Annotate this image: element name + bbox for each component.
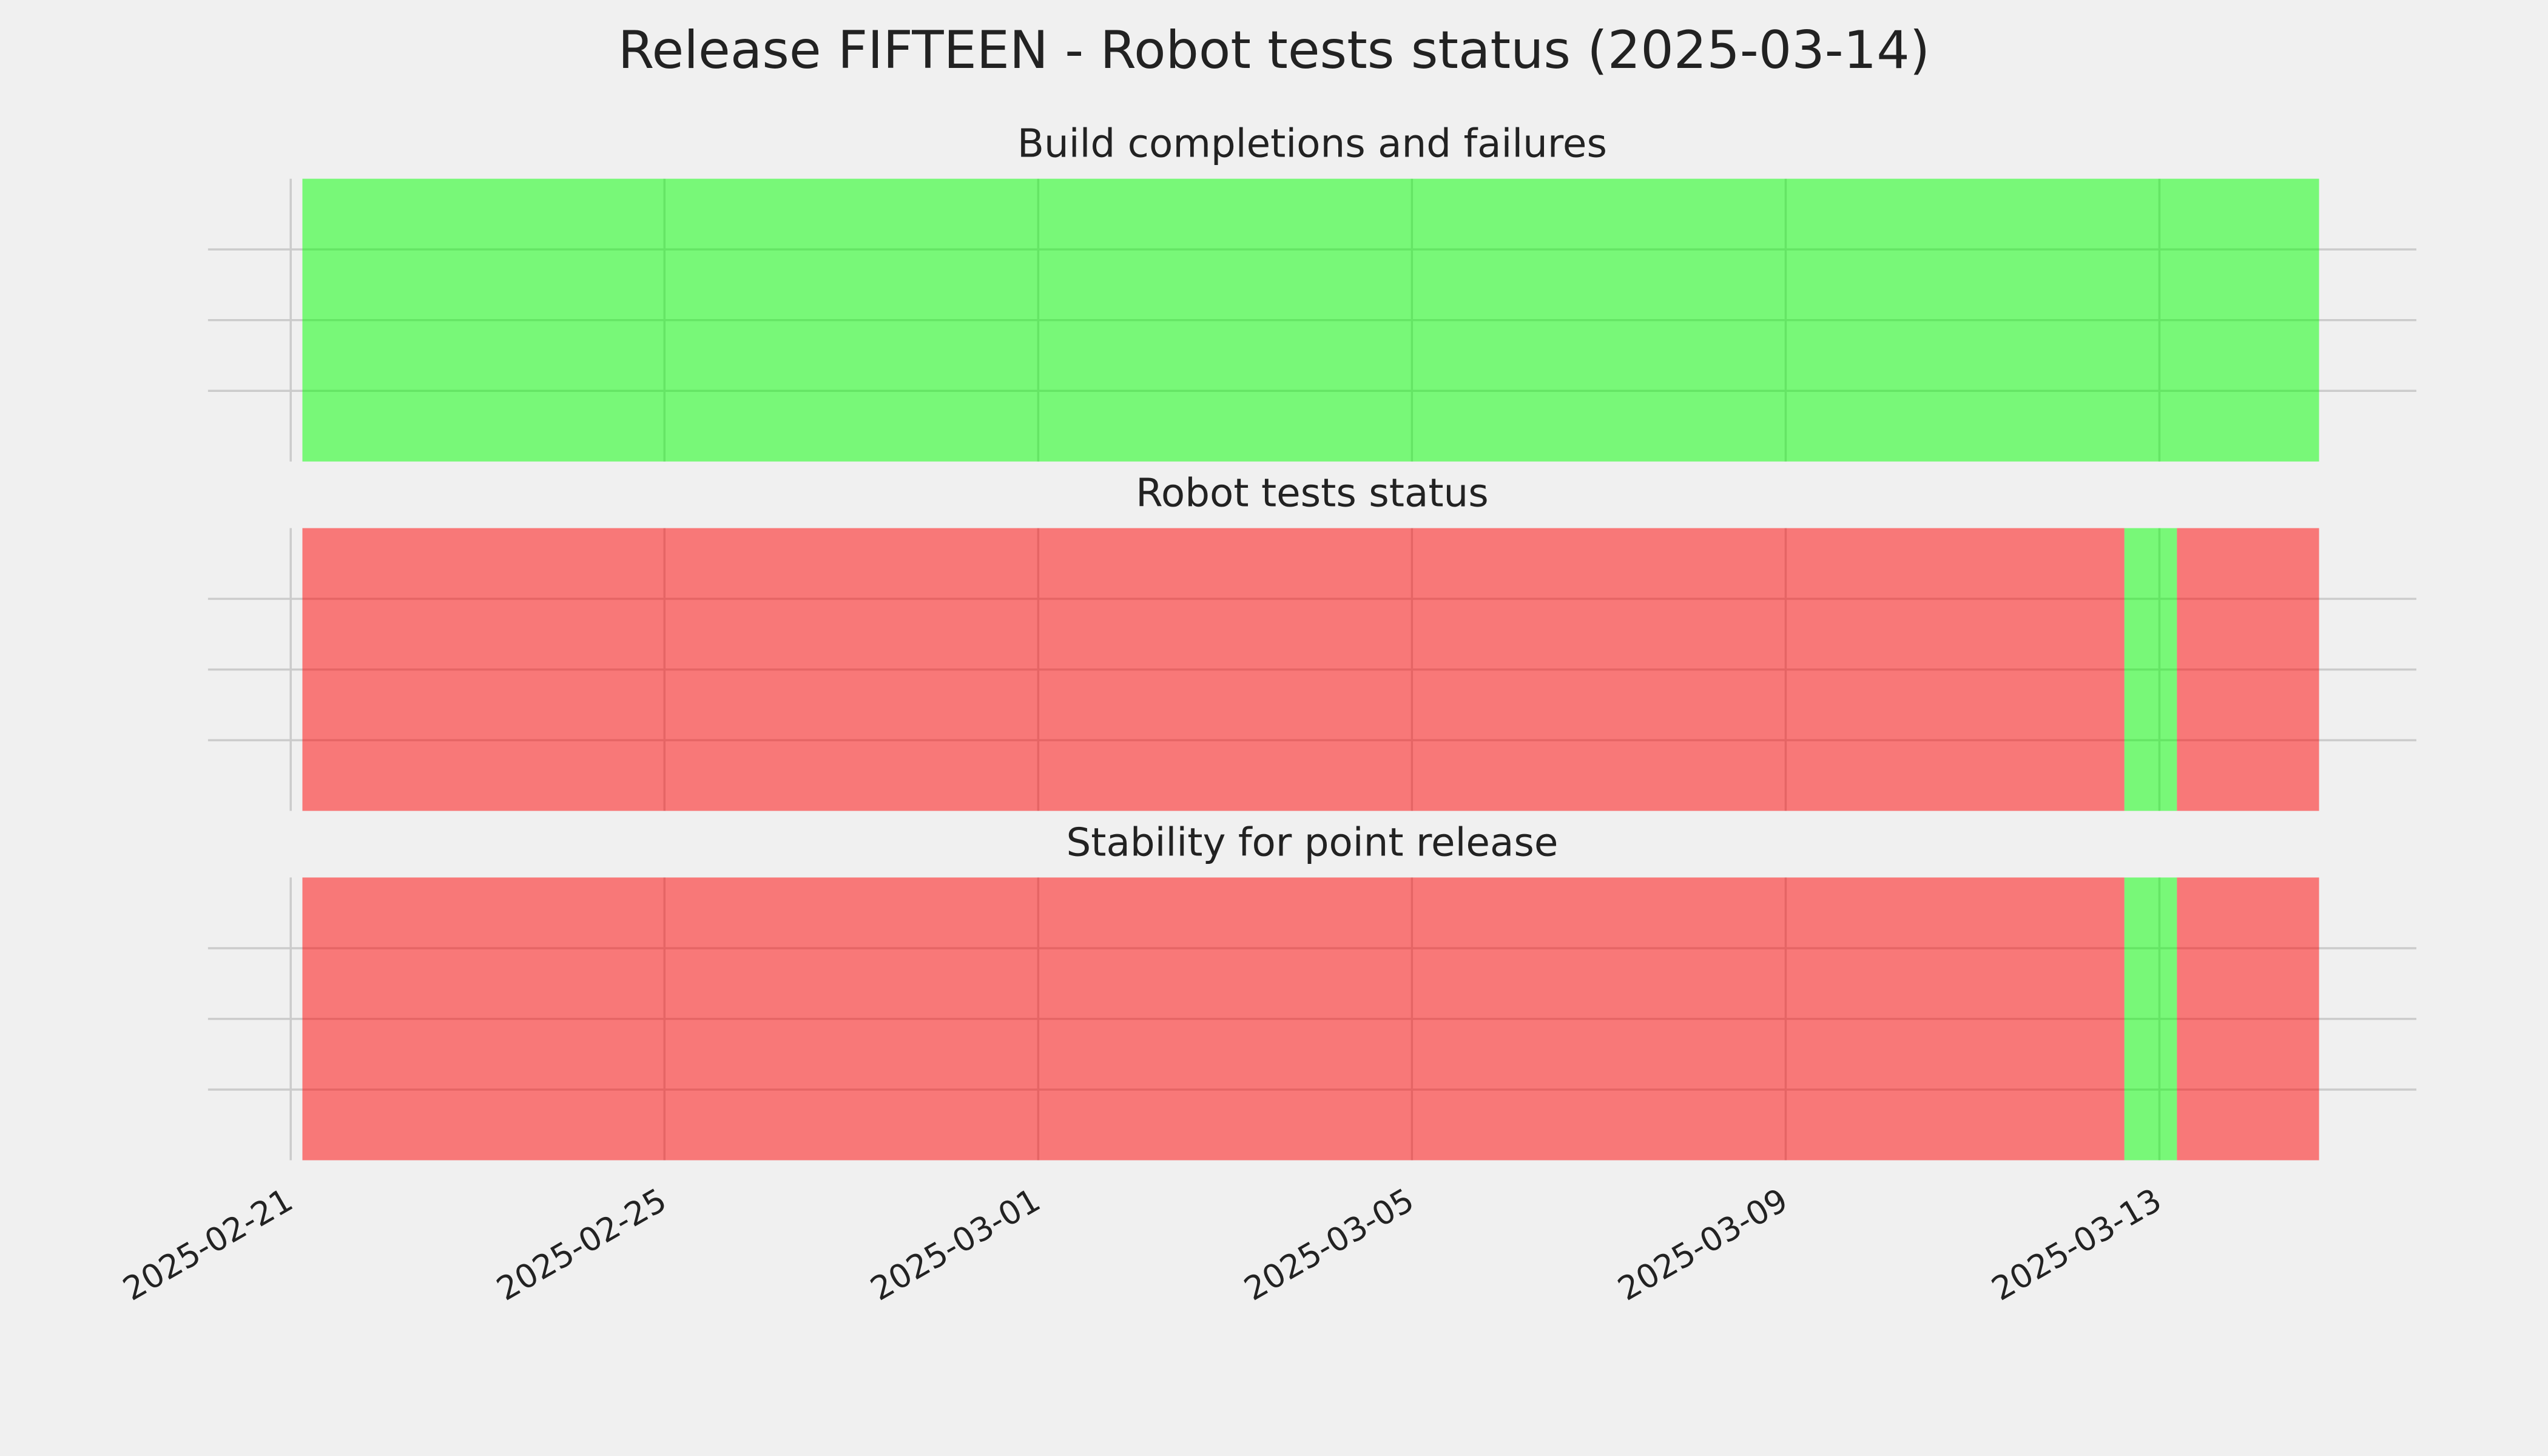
x-tick-label: 2025-02-21 [116, 1181, 299, 1308]
panel-title: Stability for point release [1067, 820, 1559, 865]
x-tick-label: 2025-03-09 [1611, 1181, 1794, 1308]
x-tick-label: 2025-03-13 [1985, 1181, 2168, 1308]
status-span [302, 877, 2125, 1161]
status-span [302, 528, 2125, 811]
x-tick-label: 2025-03-05 [1238, 1181, 1420, 1308]
status-span [2177, 877, 2319, 1161]
chart-title: Release FIFTEEN - Robot tests status (20… [618, 20, 1930, 81]
x-tick-label: 2025-03-01 [864, 1181, 1046, 1308]
status-span [2177, 528, 2319, 811]
panel-title: Build completions and failures [1017, 121, 1607, 167]
status-span [2124, 528, 2177, 811]
x-tick-label: 2025-02-25 [490, 1181, 673, 1308]
panel-title: Robot tests status [1136, 471, 1489, 516]
status-span [302, 178, 2319, 462]
status-span [2124, 877, 2177, 1161]
